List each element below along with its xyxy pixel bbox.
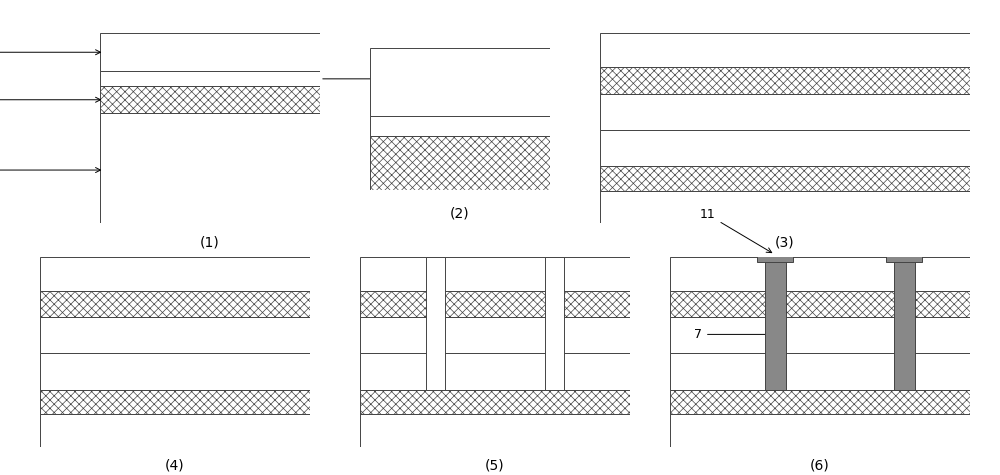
Text: 2: 2 [0, 163, 101, 177]
Bar [600, 130, 970, 166]
Bar [100, 33, 320, 71]
Bar [600, 191, 970, 223]
Bar [600, 166, 970, 191]
Text: (2): (2) [450, 207, 470, 220]
Text: 7: 7 [694, 328, 771, 341]
Bar [600, 33, 970, 67]
Text: (4): (4) [165, 458, 185, 472]
Bar [100, 71, 320, 86]
Bar [545, 256, 564, 390]
Bar [894, 256, 914, 390]
Bar [360, 353, 630, 389]
Bar [40, 291, 310, 317]
Text: 3: 3 [0, 93, 101, 106]
Text: 8: 8 [0, 46, 101, 59]
Bar [757, 249, 793, 262]
Bar [765, 256, 786, 390]
Bar [360, 291, 630, 317]
Bar [40, 390, 310, 414]
Bar [670, 353, 970, 389]
Bar [886, 249, 922, 262]
Bar [360, 414, 630, 446]
Text: 1: 1 [323, 72, 449, 86]
Bar [370, 48, 550, 116]
Bar [600, 67, 970, 94]
Bar [670, 390, 970, 414]
Bar [426, 256, 445, 390]
Bar [40, 414, 310, 446]
Bar [360, 256, 630, 291]
Text: (6): (6) [810, 458, 830, 472]
Bar [100, 86, 320, 113]
Bar [670, 256, 970, 291]
Text: (1): (1) [200, 235, 220, 249]
Bar [360, 317, 630, 353]
Bar [40, 317, 310, 353]
Bar [370, 116, 550, 136]
Bar [670, 317, 970, 353]
Bar [40, 256, 310, 291]
Text: 11: 11 [700, 208, 772, 253]
Bar [40, 353, 310, 389]
Bar [360, 390, 630, 414]
Bar [670, 414, 970, 446]
Text: (5): (5) [485, 458, 505, 472]
Text: (3): (3) [775, 235, 795, 249]
Bar [670, 291, 970, 317]
Bar [100, 113, 320, 223]
Bar [370, 136, 550, 190]
Bar [600, 94, 970, 130]
